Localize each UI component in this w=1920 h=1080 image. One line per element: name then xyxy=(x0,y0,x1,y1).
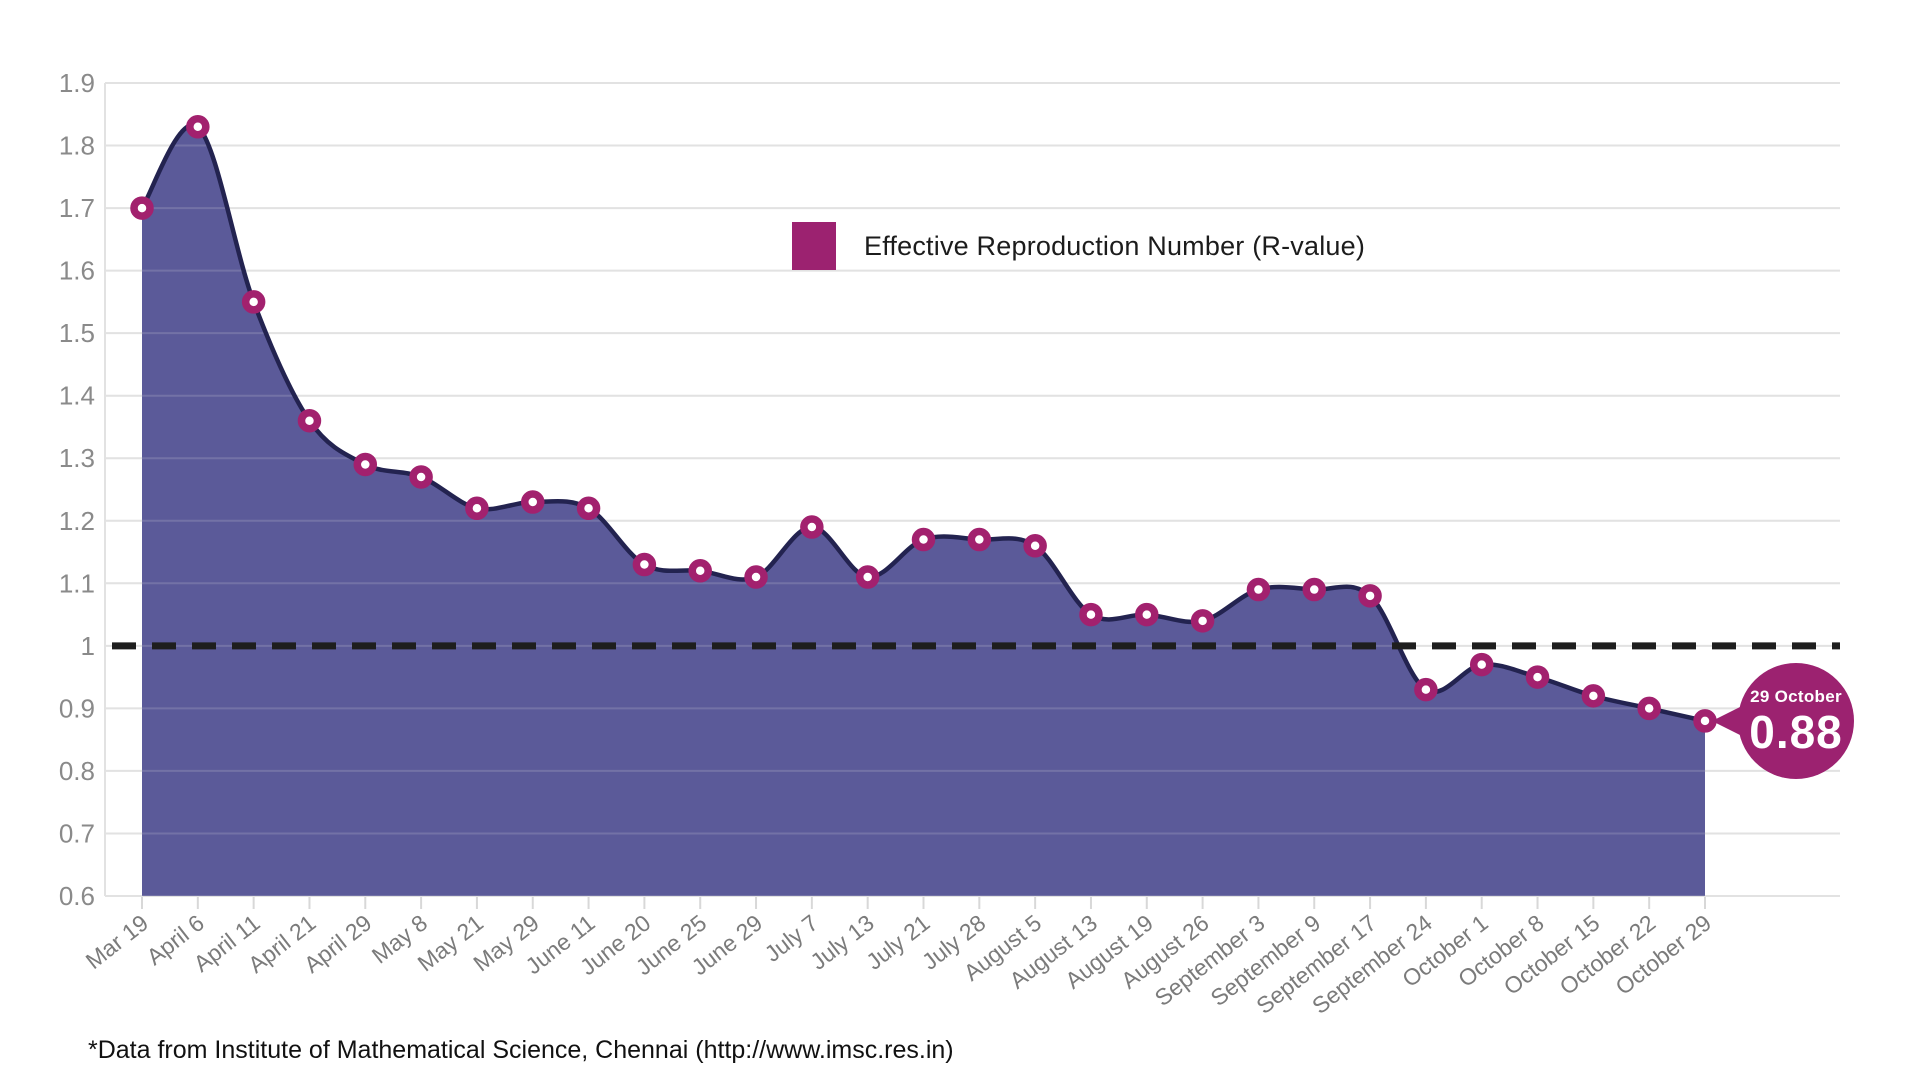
x-axis-label: Mar 19 xyxy=(81,909,153,974)
y-axis-label: 1 xyxy=(81,631,95,661)
data-point-marker xyxy=(1135,602,1159,627)
data-point-marker xyxy=(521,490,545,514)
data-point-marker xyxy=(1246,577,1271,602)
data-point-marker xyxy=(1693,709,1717,733)
y-axis-label: 0.8 xyxy=(59,756,95,786)
data-point-marker xyxy=(1079,602,1103,627)
data-point-marker xyxy=(1469,652,1494,677)
data-point-marker xyxy=(297,408,322,433)
data-point-marker xyxy=(1525,665,1550,689)
data-point-marker xyxy=(1190,609,1215,633)
data-point-marker xyxy=(1023,534,1047,558)
y-axis-label: 1.9 xyxy=(59,68,95,98)
y-axis-label: 1.3 xyxy=(59,443,95,473)
data-point-marker xyxy=(576,496,601,521)
data-point-marker xyxy=(911,527,936,552)
data-point-marker xyxy=(1358,584,1382,608)
area-fill xyxy=(142,124,1705,897)
data-point-marker xyxy=(353,452,378,477)
data-point-marker xyxy=(688,559,712,583)
y-axis-label: 0.6 xyxy=(59,881,95,911)
x-axis-label: July 21 xyxy=(861,909,934,974)
y-axis-label: 0.7 xyxy=(59,818,95,848)
data-point-marker xyxy=(1414,677,1438,702)
data-point-marker xyxy=(1581,684,1606,708)
badge-value: 0.88 xyxy=(1749,706,1843,758)
badge-date: 29 October xyxy=(1750,687,1842,706)
data-point-marker xyxy=(967,527,992,552)
y-axis-label: 1.4 xyxy=(59,381,95,411)
data-point-marker xyxy=(632,552,657,577)
arrow-left-icon xyxy=(1712,707,1740,735)
y-axis-label: 1.6 xyxy=(59,256,95,286)
data-point-marker xyxy=(1302,577,1326,602)
data-point-marker xyxy=(855,565,880,589)
data-point-marker xyxy=(744,565,768,589)
x-axis-label: July 13 xyxy=(805,909,878,974)
footnote: *Data from Institute of Mathematical Sci… xyxy=(88,1036,954,1064)
data-point-marker xyxy=(186,115,210,139)
y-axis-label: 1.7 xyxy=(59,193,95,223)
data-point-marker xyxy=(409,465,433,489)
data-point-marker xyxy=(800,515,824,539)
legend: Effective Reproduction Number (R-value) xyxy=(792,222,1365,270)
legend-label: Effective Reproduction Number (R-value) xyxy=(864,230,1366,261)
data-point-marker xyxy=(241,290,266,314)
y-axis-label: 1.5 xyxy=(59,318,95,348)
y-axis-label: 1.2 xyxy=(59,506,95,536)
legend-swatch-icon xyxy=(792,222,836,270)
y-axis-label: 1.8 xyxy=(59,131,95,161)
y-axis-label: 1.1 xyxy=(59,568,95,598)
y-axis-label: 0.9 xyxy=(59,693,95,723)
last-value-badge: 29 October 0.88 xyxy=(1738,663,1854,779)
data-point-marker xyxy=(1637,696,1661,721)
data-point-marker xyxy=(465,496,489,521)
data-point-marker xyxy=(130,196,154,220)
